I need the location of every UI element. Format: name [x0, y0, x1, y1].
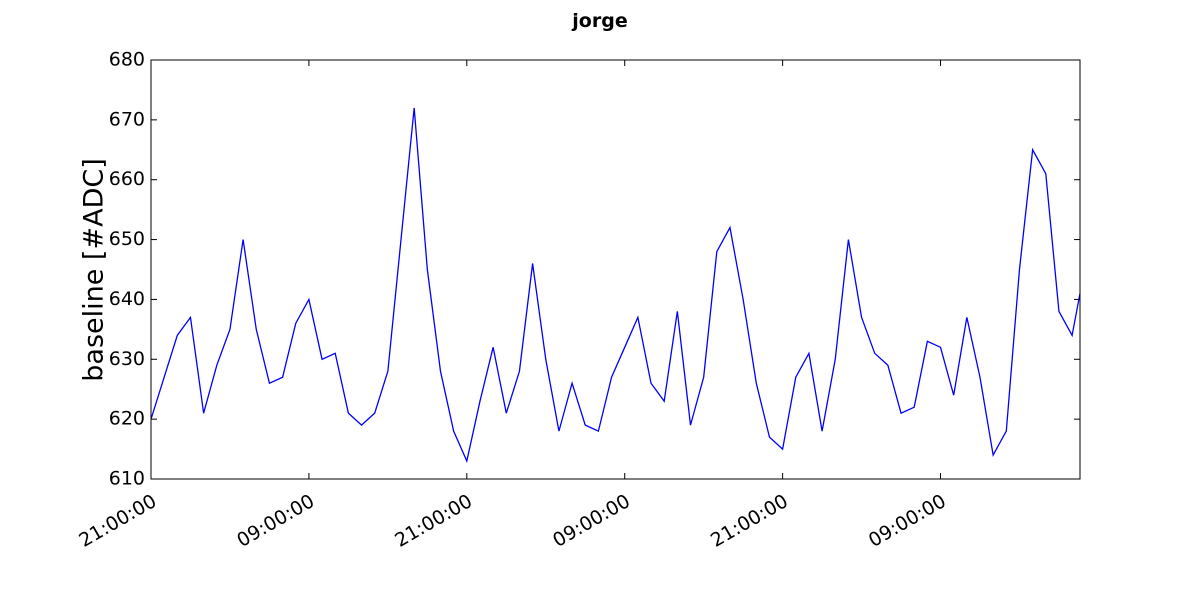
plot-frame	[150, 59, 1081, 480]
y-tick-label: 660	[109, 168, 145, 190]
y-tick-label: 650	[109, 228, 145, 250]
y-tick-label: 670	[109, 108, 145, 130]
y-axis-label: baseline [#ADC]	[79, 158, 110, 381]
y-tick-label: 610	[109, 468, 145, 490]
data-line	[150, 107, 1081, 464]
y-tick-label: 620	[109, 408, 145, 430]
y-tick-label: 640	[109, 288, 145, 310]
y-tick-label: 630	[109, 348, 145, 370]
chart-title: jorge	[571, 10, 627, 32]
y-tick-label: 680	[109, 49, 145, 71]
